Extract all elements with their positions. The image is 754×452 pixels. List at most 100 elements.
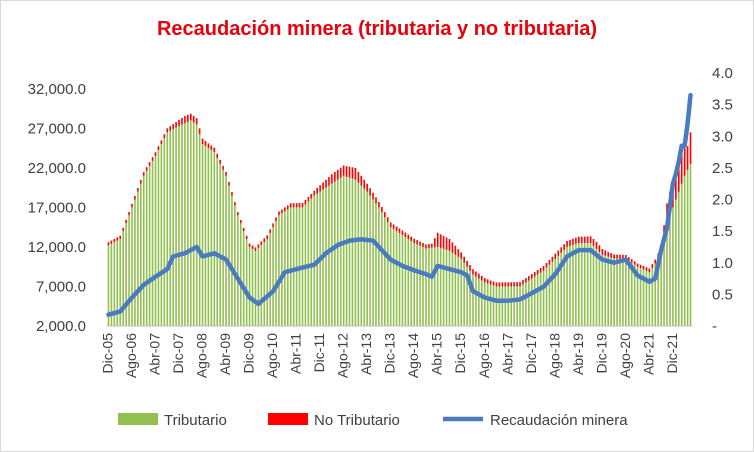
bar-no-tributario bbox=[304, 199, 307, 205]
bar-no-tributario bbox=[401, 230, 404, 236]
bar-tributario bbox=[460, 258, 463, 326]
bar-no-tributario bbox=[492, 281, 495, 286]
bar-no-tributario bbox=[245, 235, 248, 240]
bar-no-tributario bbox=[231, 192, 233, 196]
bar-no-tributario bbox=[328, 176, 330, 186]
y-right-tick-label: 1.5 bbox=[712, 223, 733, 240]
bar-tributario bbox=[639, 268, 642, 326]
bar-tributario bbox=[395, 231, 398, 327]
bar-no-tributario bbox=[530, 274, 533, 279]
bar-no-tributario bbox=[539, 268, 542, 273]
bar-tributario bbox=[528, 280, 530, 326]
bar-tributario bbox=[648, 272, 651, 326]
bar-tributario bbox=[442, 248, 445, 326]
bar-tributario bbox=[231, 195, 233, 326]
bar-tributario bbox=[525, 282, 527, 326]
bar-no-tributario bbox=[510, 282, 513, 287]
bar-tributario bbox=[375, 203, 377, 326]
x-tick-label: Abr-09 bbox=[217, 333, 233, 375]
bar-tributario bbox=[192, 122, 195, 326]
bar-tributario bbox=[439, 247, 442, 326]
x-tick-label: Ago-08 bbox=[194, 333, 210, 378]
bar-no-tributario bbox=[278, 211, 280, 216]
bar-tributario bbox=[272, 227, 274, 326]
bar-tributario bbox=[548, 264, 551, 326]
bar-no-tributario bbox=[125, 219, 127, 224]
bar-tributario bbox=[583, 242, 586, 326]
bar-no-tributario bbox=[686, 146, 689, 170]
bar-no-tributario bbox=[442, 235, 445, 249]
bar-tributario bbox=[195, 124, 198, 326]
bar-tributario bbox=[504, 286, 507, 326]
bar-tributario bbox=[163, 138, 166, 326]
bar-no-tributario bbox=[419, 241, 421, 246]
bar-no-tributario bbox=[607, 252, 610, 257]
x-tick-label: Dic-21 bbox=[664, 333, 680, 374]
bar-tributario bbox=[510, 286, 513, 326]
bar-tributario bbox=[122, 231, 124, 327]
bar-no-tributario bbox=[140, 180, 142, 184]
x-tick-label: Abr-21 bbox=[640, 333, 656, 375]
bar-no-tributario bbox=[680, 154, 683, 184]
x-tick-label: Abr-11 bbox=[288, 333, 304, 374]
bar-no-tributario bbox=[469, 265, 471, 271]
x-tick-label: Ago-06 bbox=[123, 333, 139, 378]
bar-no-tributario bbox=[275, 217, 277, 222]
bar-no-tributario bbox=[516, 282, 518, 287]
x-tick-label: Ago-20 bbox=[617, 333, 633, 378]
bar-no-tributario bbox=[348, 166, 351, 178]
bar-no-tributario bbox=[572, 238, 574, 245]
bar-tributario bbox=[560, 252, 562, 326]
bar-tributario bbox=[166, 132, 169, 326]
bar-no-tributario bbox=[298, 203, 301, 208]
bar-tributario bbox=[404, 237, 407, 326]
bar-tributario bbox=[586, 242, 589, 326]
bar-tributario bbox=[416, 244, 418, 326]
bar-no-tributario bbox=[113, 238, 116, 243]
x-axis: Dic-05 Ago-06 Abr-07 Dic-07 Ago-08 Abr-09 Dic-… bbox=[100, 333, 680, 378]
bar-tributario bbox=[651, 267, 654, 326]
bar-tributario bbox=[425, 248, 427, 326]
bar-tributario bbox=[627, 260, 630, 326]
bar-tributario bbox=[519, 286, 521, 326]
legend-swatch-no-tributario bbox=[268, 413, 308, 425]
bar-no-tributario bbox=[422, 243, 424, 248]
bar-no-tributario bbox=[257, 244, 260, 248]
line-series-group bbox=[106, 92, 693, 317]
bar-tributario bbox=[557, 255, 560, 326]
bar-tributario bbox=[677, 191, 680, 326]
bar-tributario bbox=[242, 231, 245, 327]
bar-no-tributario bbox=[216, 153, 219, 158]
bar-tributario bbox=[572, 244, 574, 326]
bar-tributario bbox=[545, 267, 548, 326]
x-tick-label: Abr-13 bbox=[358, 333, 374, 375]
bar-no-tributario bbox=[457, 249, 460, 257]
bar-tributario bbox=[278, 215, 280, 326]
bar-no-tributario bbox=[137, 188, 139, 192]
bar-no-tributario bbox=[413, 238, 416, 243]
bar-no-tributario bbox=[639, 264, 642, 269]
bar-no-tributario bbox=[542, 265, 545, 271]
bar-no-tributario bbox=[536, 270, 539, 275]
bar-no-tributario bbox=[389, 222, 392, 228]
bar-tributario bbox=[386, 222, 389, 326]
bar-no-tributario bbox=[648, 268, 651, 273]
bar-tributario bbox=[172, 129, 174, 326]
bar-tributario bbox=[269, 233, 271, 326]
bar-tributario bbox=[675, 199, 677, 326]
bar-tributario bbox=[181, 124, 183, 326]
bar-tributario bbox=[257, 247, 260, 326]
bar-no-tributario bbox=[151, 157, 154, 161]
bar-no-tributario bbox=[610, 253, 612, 258]
bar-no-tributario bbox=[592, 239, 595, 246]
bar-tributario bbox=[604, 255, 607, 326]
bar-no-tributario bbox=[325, 179, 327, 188]
bar-tributario bbox=[125, 223, 127, 326]
bar-tributario bbox=[563, 249, 565, 326]
bar-no-tributario bbox=[219, 159, 221, 164]
bar-tributario bbox=[178, 125, 180, 326]
bar-no-tributario bbox=[195, 118, 198, 125]
x-tick-label: Dic-07 bbox=[170, 333, 186, 374]
bar-tributario bbox=[616, 258, 618, 326]
legend-label-no-tributario: No Tributario bbox=[314, 412, 400, 429]
